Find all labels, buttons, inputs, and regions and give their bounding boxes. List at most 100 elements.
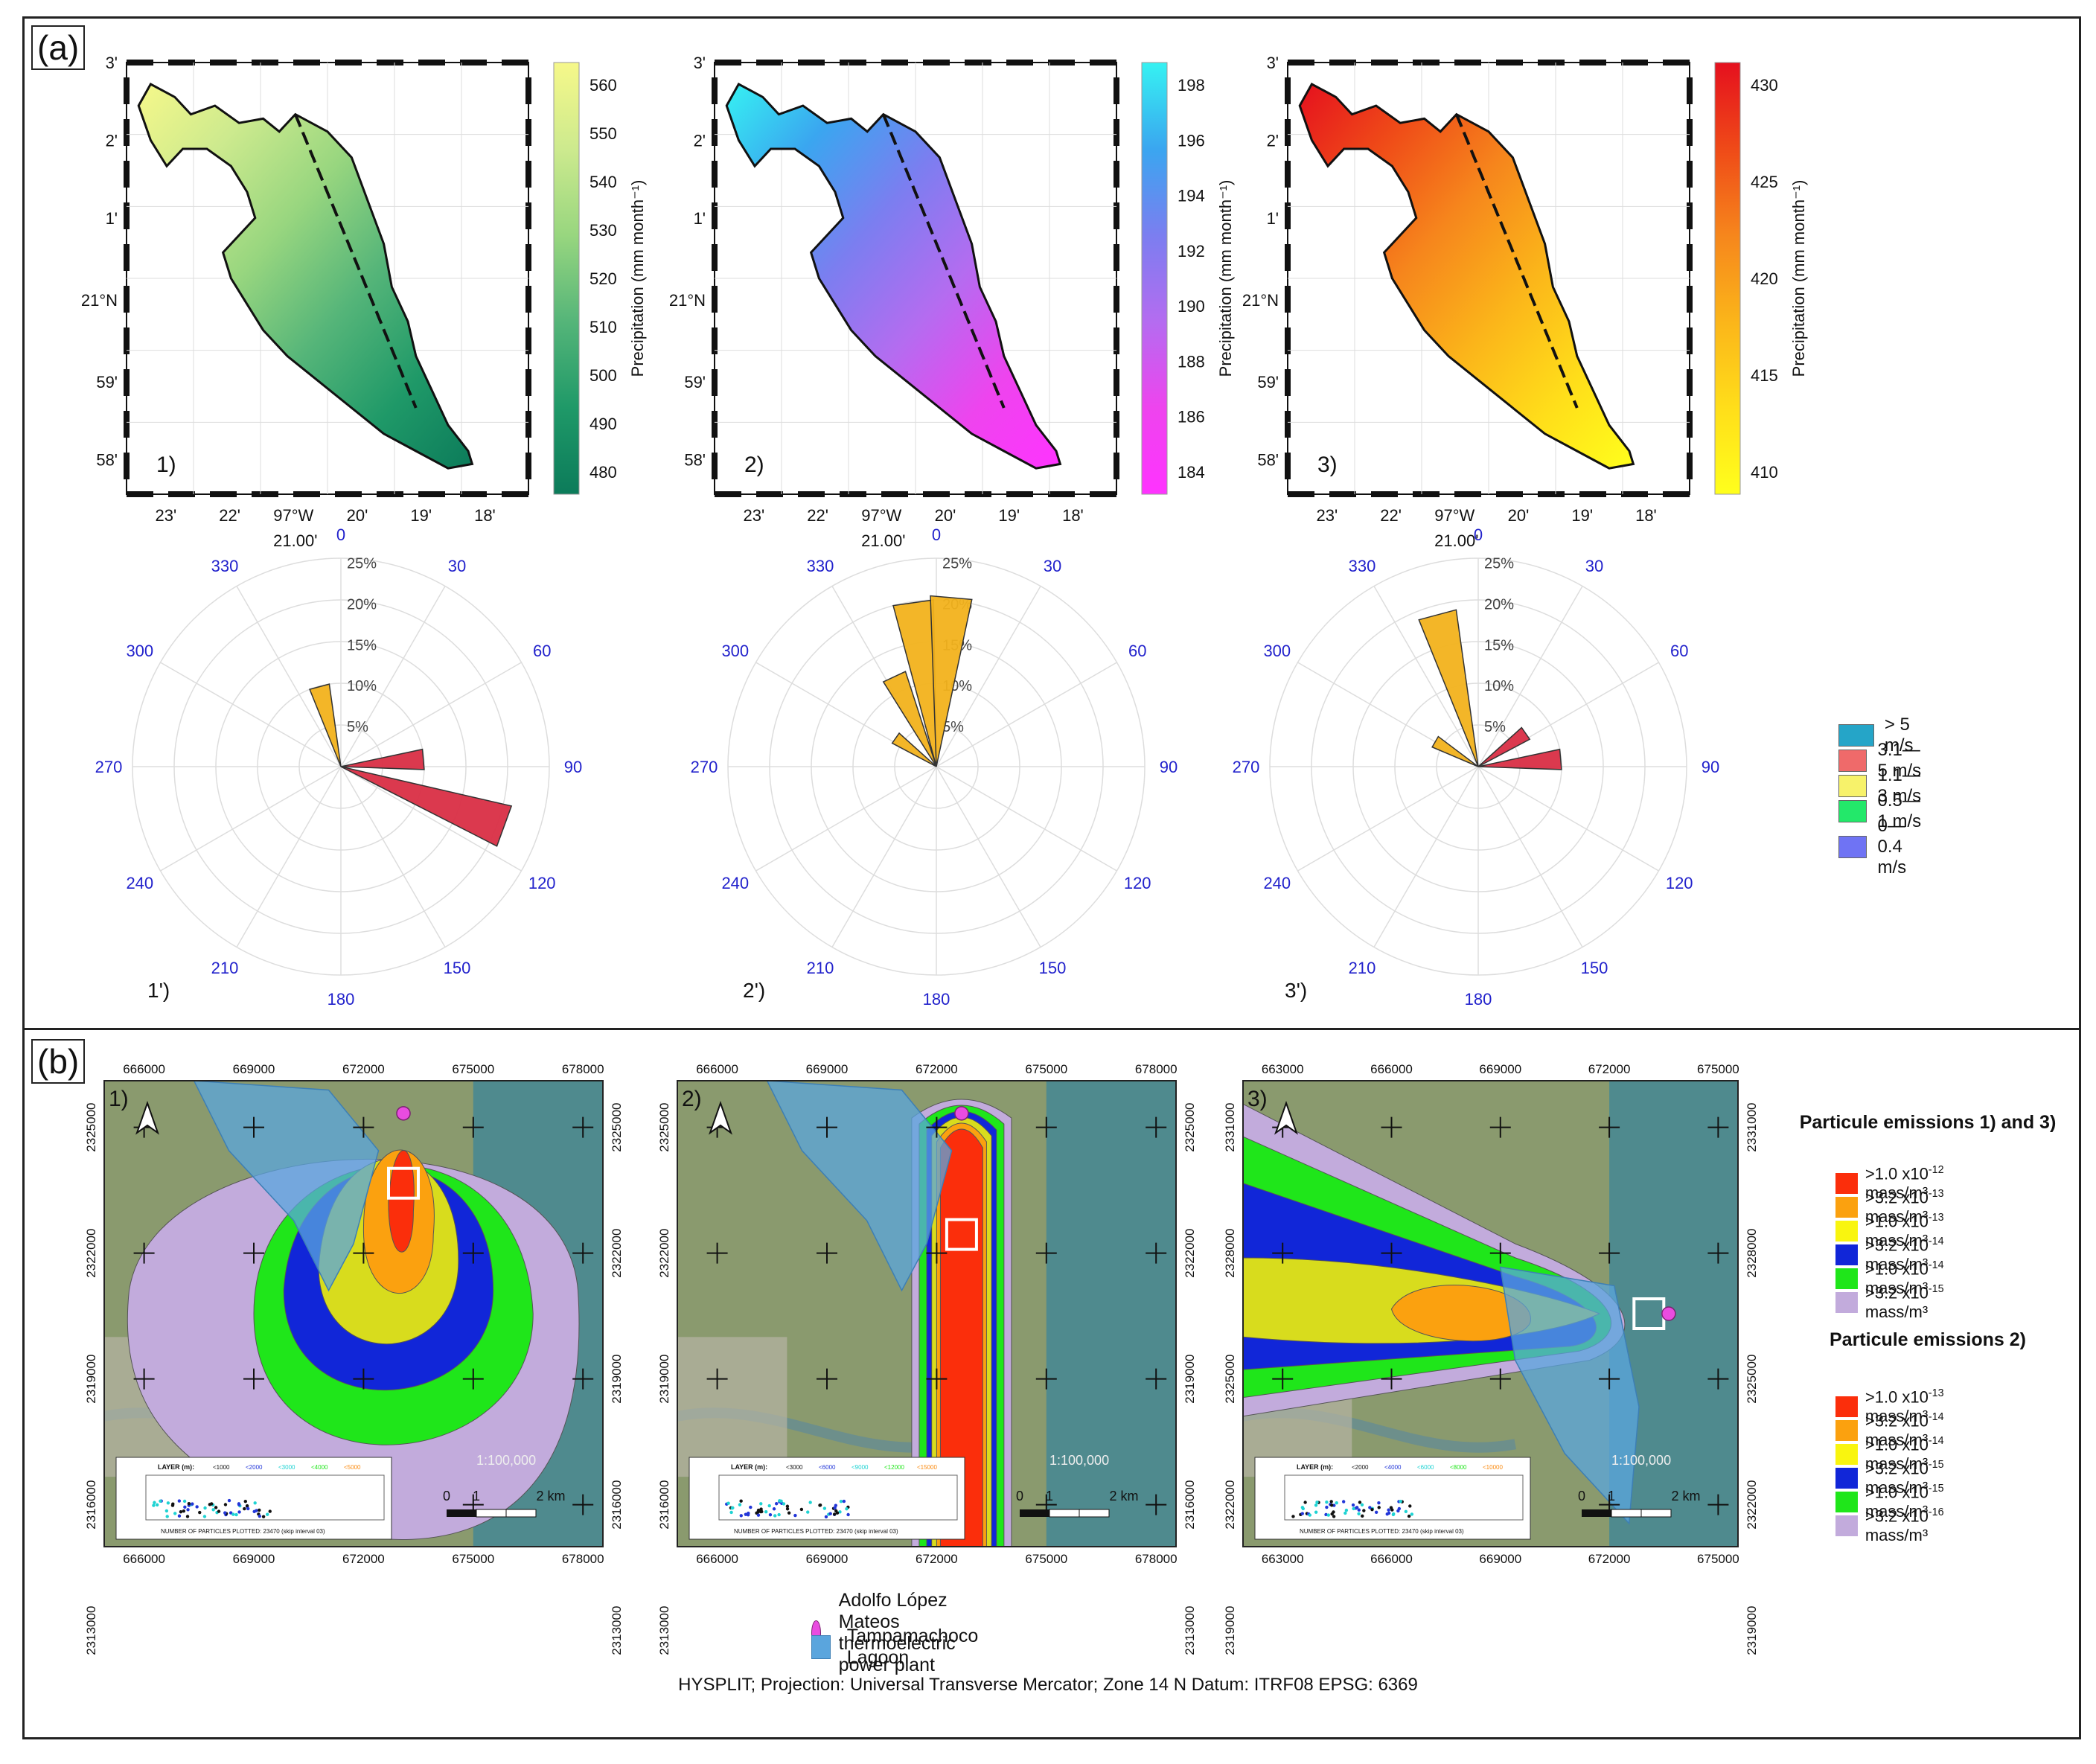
inset-layer-label: <2000 xyxy=(1352,1464,1369,1471)
legend-exponent: -15 xyxy=(1929,1459,1944,1471)
inset-plot-area xyxy=(1285,1475,1523,1520)
x-tick-bottom: 666000 xyxy=(123,1552,165,1566)
y-tick-left: 2316000 xyxy=(84,1480,98,1530)
particle-dot xyxy=(183,1506,186,1509)
x-tick-bottom: 669000 xyxy=(806,1552,849,1566)
particle-dot xyxy=(759,1507,762,1510)
particle-dot xyxy=(178,1515,181,1518)
power-plant-marker xyxy=(397,1107,410,1120)
particle-dot xyxy=(156,1503,159,1506)
particle-dot xyxy=(203,1515,206,1518)
inset-layer-label: <6000 xyxy=(819,1464,836,1471)
particle-dot xyxy=(793,1514,796,1517)
scale-tick: 0 xyxy=(443,1489,450,1503)
inset-layer-label: <5000 xyxy=(344,1464,361,1471)
particle-dot xyxy=(152,1503,155,1506)
dispersion-map-2: LAYER (m): <3000 <6000 <9000 <12000 <15000NUM… xyxy=(657,1062,1197,1655)
particle-dot xyxy=(1325,1506,1328,1509)
y-tick-right: 2325000 xyxy=(1183,1103,1197,1152)
x-tick-bottom: 675000 xyxy=(1697,1552,1739,1566)
map-legend-item: Tampamachoco Lagoon xyxy=(811,1626,985,1669)
x-tick-top: 672000 xyxy=(916,1062,958,1076)
particle-dot xyxy=(1405,1510,1408,1513)
particle-dot xyxy=(782,1502,785,1505)
particle-dot xyxy=(269,1509,272,1512)
particle-dot xyxy=(211,1508,214,1511)
dispersion-legend-item: >3.2 x10-15 mass/m³ xyxy=(1835,1283,1946,1322)
particle-dot xyxy=(255,1509,258,1512)
particle-dot xyxy=(210,1502,213,1505)
particle-dot xyxy=(1303,1501,1306,1503)
y-tick-left: 2325000 xyxy=(657,1103,671,1152)
x-tick-top: 675000 xyxy=(1697,1062,1739,1076)
legend-swatch xyxy=(1835,1515,1858,1536)
legend-exponent: -15 xyxy=(1929,1283,1944,1295)
y-tick-left: 2325000 xyxy=(1223,1355,1237,1404)
x-tick-top: 666000 xyxy=(696,1062,738,1076)
scale-bar-white xyxy=(506,1509,536,1517)
legend-value: >3.2 x10 xyxy=(1865,1459,1929,1477)
particle-dot xyxy=(224,1503,227,1506)
town xyxy=(677,1337,787,1477)
particle-dot xyxy=(1375,1511,1378,1514)
legend-value: >1.0 x10 xyxy=(1865,1212,1929,1230)
y-tick-right: 2325000 xyxy=(610,1103,624,1152)
scale-bar-black xyxy=(1582,1509,1611,1517)
legend-exponent: -13 xyxy=(1929,1212,1944,1224)
particle-dot xyxy=(777,1513,780,1516)
inset-footer: NUMBER OF PARTICLES PLOTTED: 23470 (skip… xyxy=(161,1528,325,1535)
particle-dot xyxy=(1291,1515,1294,1518)
legend-exponent: -13 xyxy=(1929,1188,1944,1200)
particle-dot xyxy=(1410,1512,1413,1515)
y-tick-right: 2331000 xyxy=(1745,1103,1759,1152)
x-tick-top: 669000 xyxy=(806,1062,849,1076)
y-tick-right: 2325000 xyxy=(1745,1355,1759,1404)
particle-dot xyxy=(1387,1509,1390,1512)
legend-swatch xyxy=(1835,1292,1858,1313)
legend-value: >3.2 x10 xyxy=(1865,1506,1929,1525)
x-tick-bottom: 675000 xyxy=(452,1552,494,1566)
y-tick-left: 2322000 xyxy=(657,1229,671,1278)
y-tick-left: 2331000 xyxy=(1223,1103,1237,1152)
particle-dot xyxy=(786,1505,789,1508)
particle-dot xyxy=(1302,1507,1305,1510)
particle-dot xyxy=(1327,1513,1330,1516)
map-id-label: 1) xyxy=(109,1087,129,1111)
y-tick-right: 2322000 xyxy=(610,1229,624,1278)
dispersion-map-1: LAYER (m): <1000 <2000 <3000 <4000 <5000NUMBE… xyxy=(84,1062,624,1655)
particle-dot xyxy=(767,1504,770,1507)
scale-tick: 1 xyxy=(473,1489,480,1503)
particle-dot xyxy=(1315,1501,1318,1503)
x-tick-top: 678000 xyxy=(562,1062,604,1076)
inset-layer-label: <2000 xyxy=(246,1464,263,1471)
legend-value: >3.2 x10 xyxy=(1865,1188,1929,1207)
legend-exponent: -16 xyxy=(1929,1506,1944,1518)
panel-b-figure: LAYER (m): <1000 <2000 <3000 <4000 <5000NUMBE… xyxy=(0,0,2096,1764)
legend-value: >3.2 x10 xyxy=(1865,1411,1929,1430)
legend-value: >1.0 x10 xyxy=(1865,1435,1929,1454)
x-tick-top: 675000 xyxy=(1025,1062,1067,1076)
particle-dot xyxy=(828,1512,831,1515)
particle-dot xyxy=(171,1503,174,1506)
x-tick-top: 666000 xyxy=(123,1062,165,1076)
scale-tick: 0 xyxy=(1578,1489,1585,1503)
particle-dot xyxy=(237,1503,240,1506)
sea xyxy=(1047,1081,1196,1547)
power-plant-marker xyxy=(955,1107,968,1120)
particle-dot xyxy=(1357,1512,1360,1515)
particle-dot xyxy=(182,1509,185,1512)
particle-dot xyxy=(1368,1506,1371,1509)
scale-bar-white xyxy=(1049,1509,1079,1517)
particle-dot xyxy=(186,1515,189,1518)
particle-dot xyxy=(214,1506,217,1509)
inset-layer-label: <4000 xyxy=(311,1464,328,1471)
particle-dot xyxy=(228,1499,231,1502)
x-tick-bottom: 666000 xyxy=(696,1552,738,1566)
legend-13-title: Particule emissions 1) and 3) xyxy=(1794,1111,2062,1134)
particle-dot xyxy=(1314,1503,1317,1506)
particle-dot xyxy=(1335,1501,1338,1504)
map-content: LAYER (m): <3000 <6000 <9000 <12000 <15000NUM… xyxy=(677,1081,1196,1547)
particle-dot xyxy=(1378,1506,1381,1509)
y-tick-left: 2319000 xyxy=(657,1355,671,1404)
particle-dot xyxy=(773,1507,776,1510)
